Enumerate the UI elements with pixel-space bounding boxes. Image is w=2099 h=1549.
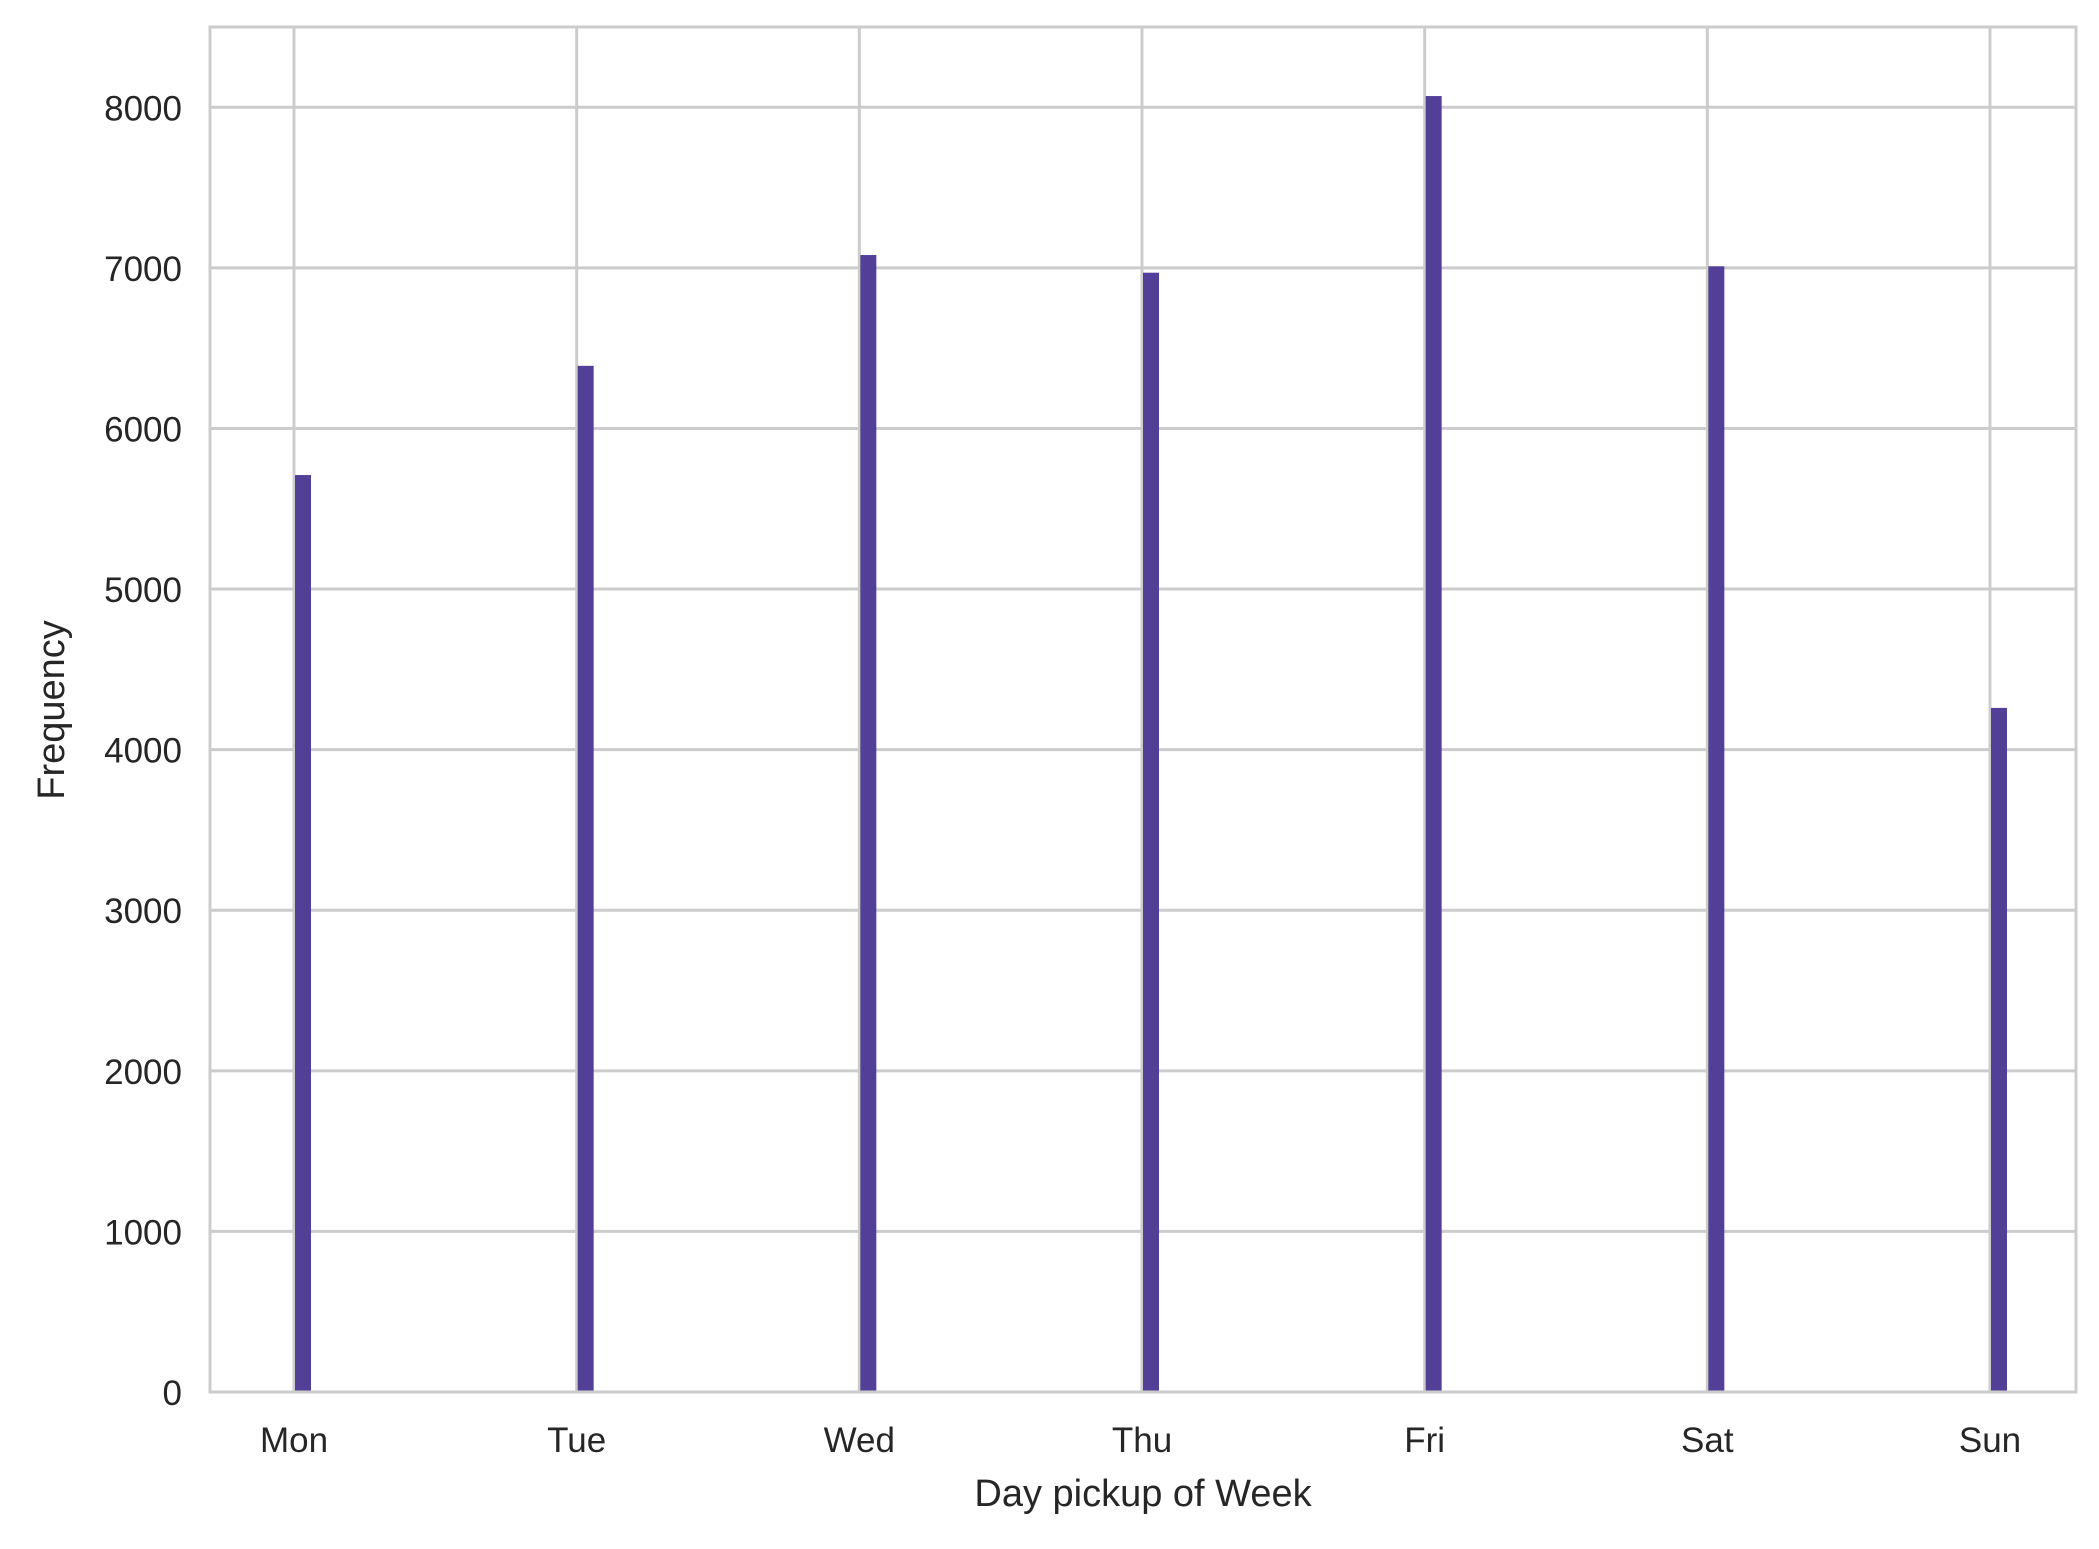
x-tick-label: Mon <box>260 1421 328 1460</box>
x-tick-label: Wed <box>824 1421 895 1460</box>
bar-mon <box>295 475 311 1393</box>
y-tick-label: 2000 <box>104 1053 182 1092</box>
y-tick-labels: 0 1000 2000 3000 4000 5000 6000 7000 8000 <box>104 89 182 1413</box>
bar-sat <box>1708 266 1725 1392</box>
y-tick-label: 0 <box>163 1374 182 1413</box>
bar-fri <box>1425 96 1442 1392</box>
y-tick-label: 7000 <box>104 250 182 289</box>
x-tick-label: Sun <box>1959 1421 2021 1460</box>
y-tick-label: 6000 <box>104 410 182 449</box>
bar-layer <box>295 96 2007 1393</box>
plot-frame <box>208 25 2078 1394</box>
y-tick-label: 5000 <box>104 571 182 610</box>
x-tick-label: Fri <box>1404 1421 1445 1460</box>
x-tick-label: Sat <box>1681 1421 1734 1460</box>
bar-thu <box>1143 272 1159 1393</box>
bar-sun <box>1991 707 2007 1392</box>
bar-wed <box>860 255 877 1393</box>
x-tick-label: Tue <box>547 1421 606 1460</box>
x-axis-label: Day pickup of Week <box>974 1473 1312 1515</box>
bar-tue <box>577 365 594 1392</box>
x-tick-labels: Mon Tue Wed Thu Fri Sat Sun <box>260 1421 2021 1460</box>
y-tick-label: 3000 <box>104 892 182 931</box>
y-tick-label: 4000 <box>104 732 182 771</box>
y-axis-label: Frequency <box>31 620 73 800</box>
y-tick-label: 8000 <box>104 89 182 128</box>
x-tick-label: Thu <box>1112 1421 1172 1460</box>
y-tick-label: 1000 <box>104 1213 182 1252</box>
